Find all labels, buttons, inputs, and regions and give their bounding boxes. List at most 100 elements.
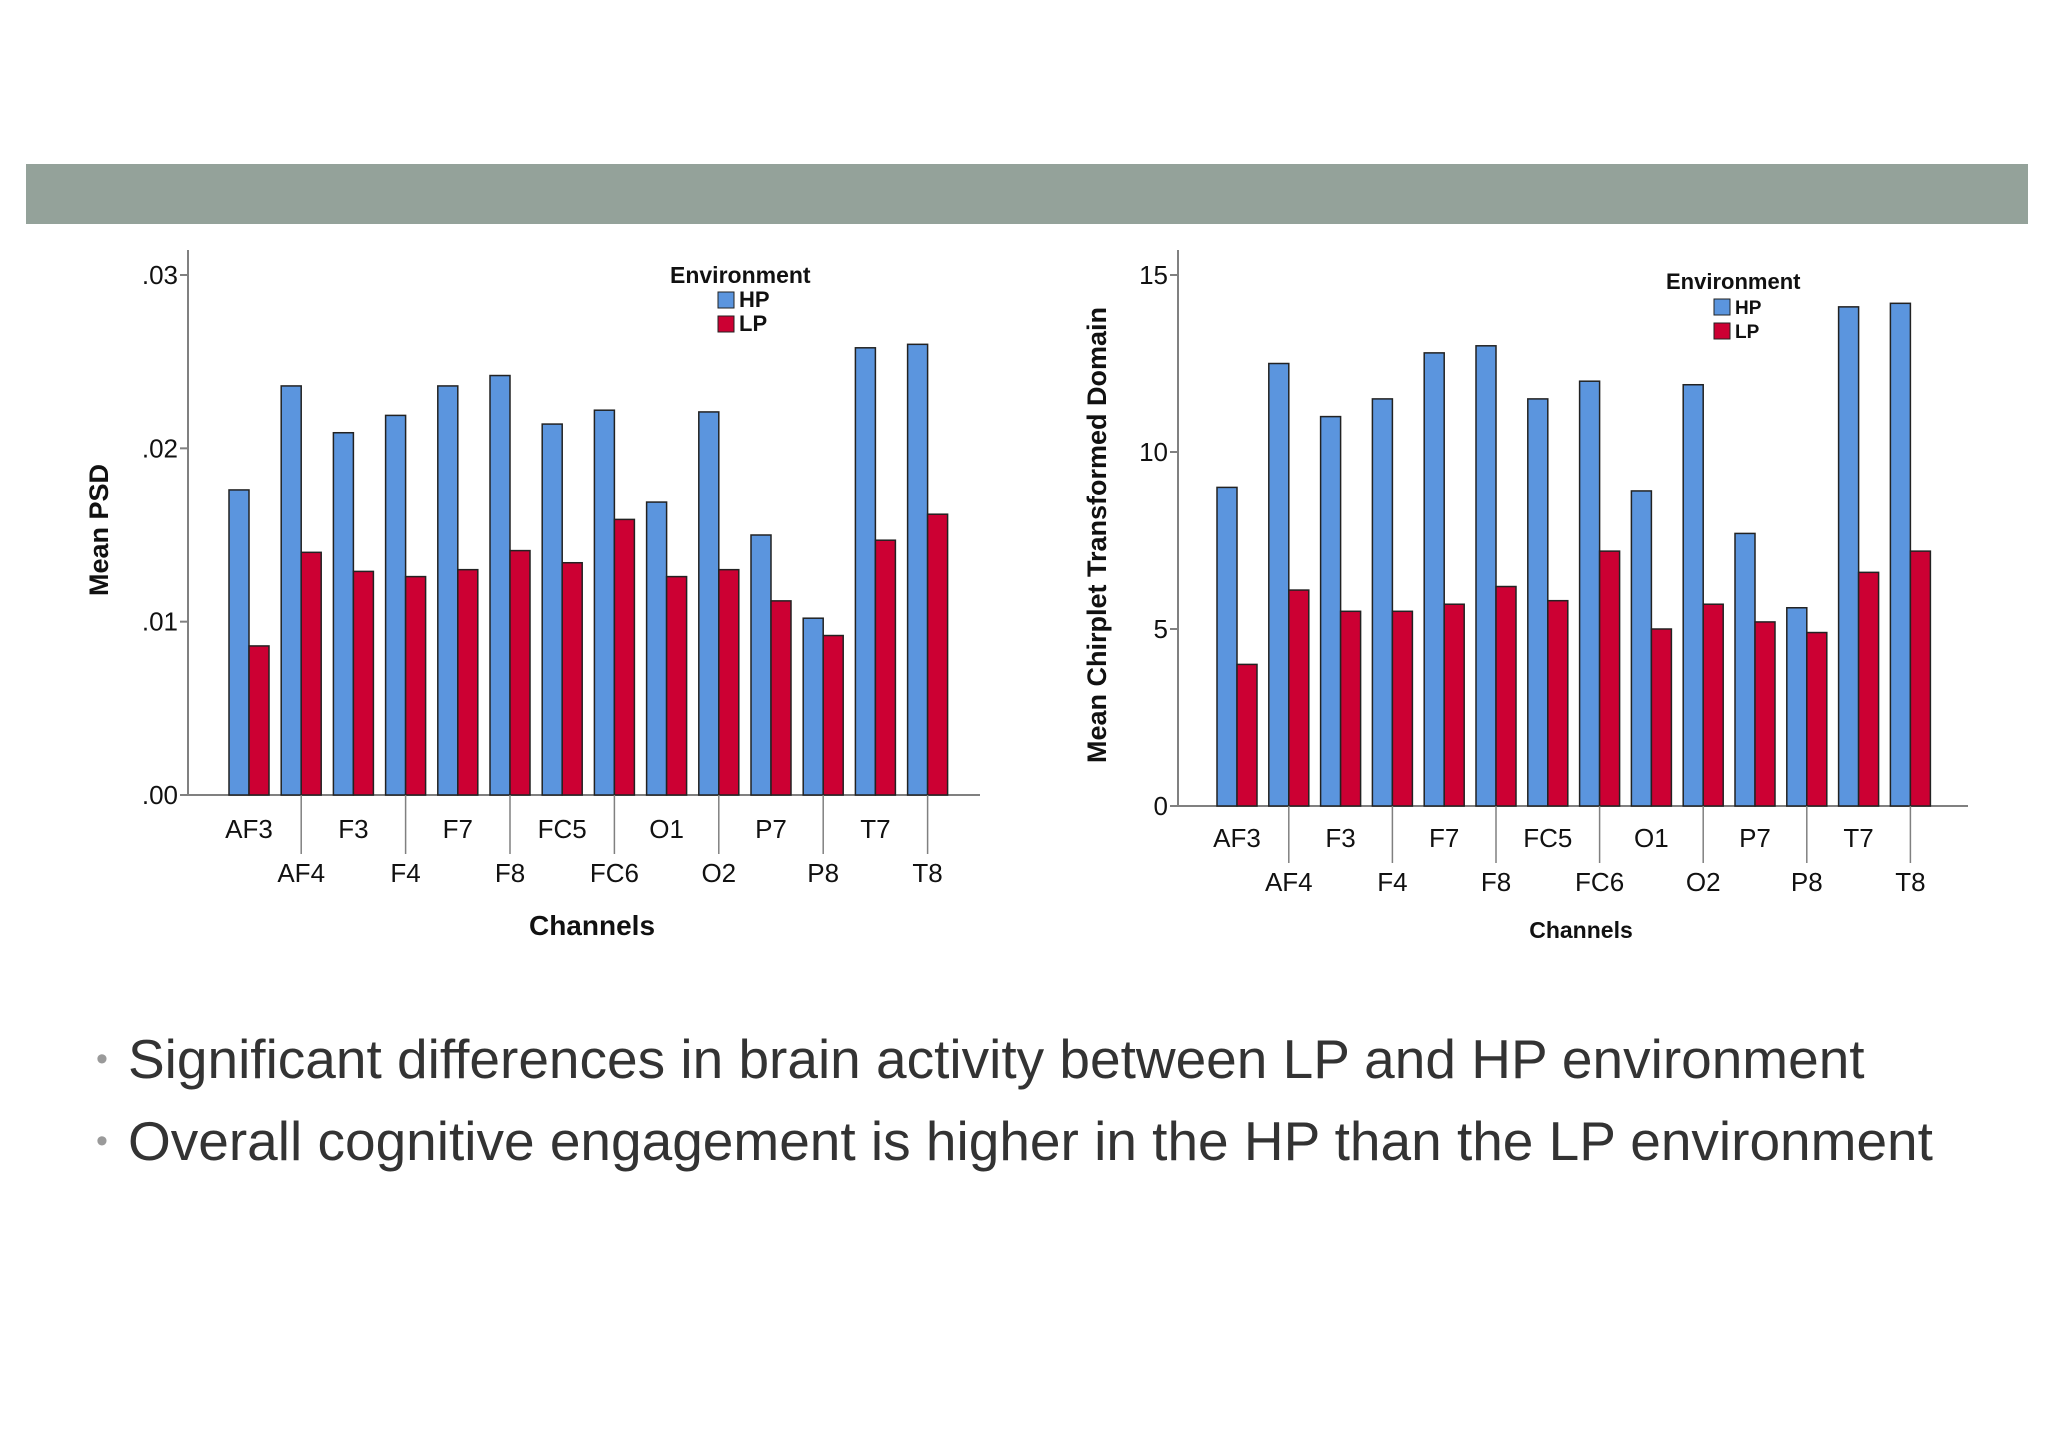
- y-tick-label: 0: [1154, 791, 1168, 821]
- x-tick-label: P8: [807, 858, 839, 888]
- bar-lp: [1598, 550, 1621, 807]
- x-tick-label: FC5: [1523, 823, 1572, 853]
- y-axis-title: Mean Chirplet Transformed Domain: [1082, 307, 1112, 763]
- bar-hp: [1786, 607, 1808, 807]
- legend-swatch-hp: [717, 291, 735, 309]
- bar-hp: [541, 423, 563, 796]
- y-tick-label: .03: [142, 260, 178, 290]
- y-tick-label: .00: [142, 780, 178, 810]
- x-tick-label: P7: [755, 814, 787, 844]
- bar-lp: [1288, 589, 1310, 807]
- bar-hp: [384, 414, 407, 796]
- bar-hp: [1475, 345, 1497, 807]
- legend-swatch-lp: [1713, 322, 1731, 340]
- bar-hp: [906, 343, 929, 796]
- x-tick-label: T7: [860, 814, 890, 844]
- bar-hp: [645, 501, 668, 796]
- x-tick-label: T7: [1843, 823, 1873, 853]
- x-tick-label: F3: [1325, 823, 1355, 853]
- bar-lp: [561, 561, 583, 796]
- x-tick-label: FC6: [1575, 867, 1624, 897]
- legend-title: Environment: [670, 262, 811, 288]
- bar-lp: [509, 549, 531, 796]
- bar-hp: [1682, 383, 1704, 807]
- bar-lp: [1909, 550, 1932, 807]
- bar-lp: [718, 568, 740, 796]
- bar-hp: [1216, 486, 1238, 807]
- x-tick-label: F3: [338, 814, 368, 844]
- legend-swatch-lp: [717, 315, 735, 333]
- bullet-text: Significant differences in brain activit…: [128, 1028, 1865, 1090]
- x-tick-label: F7: [443, 814, 473, 844]
- bar-hp: [1837, 306, 1860, 807]
- x-tick-label: P7: [1739, 823, 1771, 853]
- bar-hp: [489, 374, 511, 796]
- bullet-list: • Significant differences in brain activ…: [96, 1018, 1996, 1182]
- bar-lp: [1754, 621, 1776, 807]
- x-tick-label: F8: [1481, 867, 1511, 897]
- x-tick-label: FC6: [590, 858, 639, 888]
- x-tick-label: AF3: [225, 814, 273, 844]
- bar-hp: [1319, 415, 1342, 807]
- bar-hp: [332, 431, 355, 796]
- x-tick-label: FC5: [538, 814, 587, 844]
- bar-hp: [1527, 398, 1549, 807]
- bar-hp: [593, 409, 616, 796]
- bar-lp: [457, 568, 479, 796]
- bar-hp: [750, 534, 772, 796]
- bar-lp: [352, 570, 375, 796]
- x-tick-label: AF4: [277, 858, 325, 888]
- legend-title: Environment: [1666, 269, 1801, 294]
- bar-lp: [248, 645, 270, 796]
- y-tick-label: 5: [1154, 614, 1168, 644]
- bar-hp: [1423, 352, 1445, 807]
- bar-hp: [802, 617, 824, 796]
- x-tick-label: P8: [1791, 867, 1823, 897]
- bar-hp: [1734, 532, 1756, 807]
- bar-lp: [1443, 603, 1465, 807]
- y-tick-label: 10: [1139, 437, 1168, 467]
- x-tick-label: AF4: [1265, 867, 1313, 897]
- y-tick-label: .01: [142, 607, 178, 637]
- y-tick-label: .02: [142, 433, 178, 463]
- bar-lp: [822, 634, 844, 796]
- bar-lp: [1391, 610, 1414, 807]
- x-tick-label: O2: [1686, 867, 1721, 897]
- bar-hp: [1578, 380, 1601, 807]
- bar-lp: [1857, 571, 1880, 807]
- bullet-item: • Significant differences in brain activ…: [96, 1018, 1996, 1100]
- bar-lp: [613, 518, 636, 796]
- x-tick-label: T8: [1895, 867, 1925, 897]
- x-tick-label: F7: [1429, 823, 1459, 853]
- x-tick-label: F8: [495, 858, 525, 888]
- bar-hp: [228, 489, 250, 796]
- slide-header-band: [26, 164, 2028, 224]
- bar-hp: [698, 411, 720, 796]
- bullet-dot-icon: •: [96, 1039, 108, 1078]
- y-axis-title: Mean PSD: [84, 464, 114, 596]
- x-tick-label: O2: [701, 858, 736, 888]
- legend-label: HP: [739, 287, 770, 312]
- legend-swatch-hp: [1713, 298, 1731, 316]
- x-tick-label: F4: [390, 858, 420, 888]
- x-tick-label: F4: [1377, 867, 1407, 897]
- bullet-dot-icon: •: [96, 1121, 108, 1160]
- bar-hp: [854, 347, 877, 796]
- legend-label: LP: [1735, 322, 1760, 343]
- bar-lp: [770, 600, 792, 796]
- x-axis-title: Channels: [529, 910, 655, 941]
- bar-lp: [1702, 603, 1724, 807]
- bar-lp: [1236, 663, 1258, 807]
- bar-hp: [1630, 490, 1653, 807]
- bar-lp: [1650, 628, 1673, 807]
- x-axis-title: Channels: [1529, 917, 1633, 943]
- bar-lp: [404, 575, 427, 796]
- legend-label: HP: [1735, 298, 1762, 319]
- bullet-text: Overall cognitive engagement is higher i…: [128, 1110, 1933, 1172]
- x-tick-label: O1: [649, 814, 684, 844]
- bar-hp: [280, 385, 302, 796]
- legend-label: LP: [739, 311, 767, 336]
- x-tick-label: AF3: [1213, 823, 1261, 853]
- bar-lp: [1339, 610, 1362, 807]
